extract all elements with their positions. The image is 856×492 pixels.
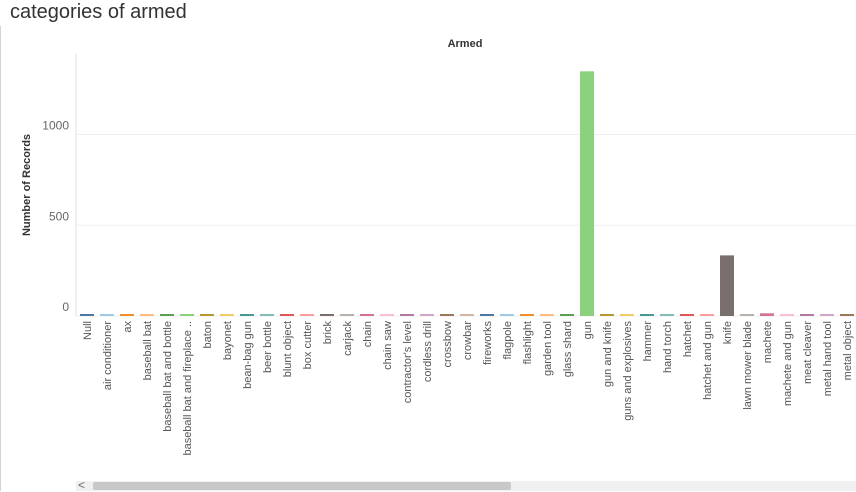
- x-tick-label: ax: [122, 321, 134, 333]
- left-divider: [0, 26, 1, 491]
- bar[interactable]: [140, 314, 154, 316]
- bar[interactable]: [640, 314, 654, 316]
- bar[interactable]: [340, 314, 354, 316]
- y-axis-label: Number of Records: [21, 134, 33, 236]
- bar[interactable]: [800, 314, 814, 316]
- x-tick-label: bayonet: [222, 321, 234, 360]
- bar[interactable]: [100, 314, 114, 316]
- bar[interactable]: [740, 314, 754, 316]
- bar[interactable]: [760, 313, 774, 316]
- bar[interactable]: [680, 314, 694, 316]
- x-tick-label: flashlight: [522, 321, 534, 364]
- x-tick-label: flagpole: [502, 321, 514, 360]
- x-tick-label: baseball bat: [142, 321, 154, 380]
- y-tick-label: 0: [62, 300, 69, 314]
- bar[interactable]: [480, 314, 494, 316]
- bar[interactable]: [220, 314, 234, 316]
- x-tick-label: meat cleaver: [802, 321, 814, 384]
- x-tick-label: machete and gun: [782, 321, 794, 406]
- x-tick-label: bean-bag gun: [242, 321, 254, 389]
- x-tick-label: hatchet and gun: [702, 321, 714, 400]
- horizontal-scrollbar[interactable]: <: [76, 478, 856, 492]
- x-tick-label: gun: [582, 321, 594, 339]
- bar[interactable]: [260, 314, 274, 316]
- bar[interactable]: [520, 314, 534, 316]
- bar[interactable]: [320, 314, 334, 316]
- x-tick-label: box cutter: [302, 321, 314, 370]
- x-tick-label: gun and knife: [602, 321, 614, 387]
- x-tick-label: machete: [762, 321, 774, 363]
- x-tick-label: baseball bat and bottle: [162, 321, 174, 432]
- bar[interactable]: [500, 314, 514, 316]
- x-tick-label: lawn mower blade: [742, 321, 754, 410]
- bar[interactable]: [780, 314, 794, 316]
- x-tick-label: cordless drill: [422, 321, 434, 382]
- bar[interactable]: [460, 314, 474, 316]
- x-tick-label: beer bottle: [262, 321, 274, 373]
- bars: [80, 71, 854, 316]
- x-tick-label: brick: [322, 321, 334, 345]
- chart-title: Armed: [448, 38, 483, 50]
- x-tick-label: hatchet: [682, 321, 694, 357]
- bar[interactable]: [720, 255, 734, 316]
- y-tick-label: 1000: [42, 119, 69, 133]
- bar[interactable]: [820, 314, 834, 316]
- bar[interactable]: [200, 314, 214, 316]
- x-tick-label: hand torch: [662, 321, 674, 373]
- bar[interactable]: [420, 314, 434, 316]
- x-tick-label: guns and explosives: [622, 321, 634, 421]
- bar[interactable]: [440, 314, 454, 316]
- bar[interactable]: [120, 314, 134, 316]
- bar[interactable]: [840, 314, 854, 316]
- bar[interactable]: [560, 314, 574, 316]
- x-tick-label: crowbar: [462, 321, 474, 360]
- x-tick-label: glass shard: [562, 321, 574, 377]
- bar[interactable]: [600, 314, 614, 316]
- x-tick-label: chain saw: [382, 321, 394, 370]
- bar[interactable]: [540, 314, 554, 316]
- bar[interactable]: [620, 314, 634, 316]
- scroll-left-arrow-icon[interactable]: <: [78, 478, 86, 492]
- bar[interactable]: [660, 314, 674, 316]
- y-tick-labels: 0 500 1000: [42, 119, 69, 315]
- x-tick-label: chain: [362, 321, 374, 347]
- x-tick-label: garden tool: [542, 321, 554, 376]
- x-tick-labels: Null air conditioner ax baseball bat basebal…: [82, 321, 854, 456]
- x-tick-label: crossbow: [442, 321, 454, 368]
- page-title: categories of armed: [10, 1, 187, 23]
- bar[interactable]: [580, 71, 594, 316]
- x-tick-label: knife: [722, 321, 734, 344]
- bar[interactable]: [360, 314, 374, 316]
- x-tick-label: baton: [202, 321, 214, 349]
- bar[interactable]: [380, 314, 394, 316]
- bar[interactable]: [400, 314, 414, 316]
- x-tick-label: fireworks: [482, 321, 494, 366]
- bar[interactable]: [700, 314, 714, 316]
- bar[interactable]: [180, 314, 194, 316]
- x-tick-label: metal hand tool: [822, 321, 834, 396]
- bar[interactable]: [160, 314, 174, 316]
- bar[interactable]: [300, 314, 314, 316]
- scrollbar-thumb[interactable]: [93, 482, 511, 490]
- x-tick-label: baseball bat and fireplace ..: [182, 321, 194, 456]
- x-tick-label: hammer: [642, 321, 654, 362]
- bar[interactable]: [240, 314, 254, 316]
- x-tick-label: Null: [82, 321, 94, 340]
- x-tick-label: blunt object: [282, 321, 294, 377]
- x-tick-label: contractor's level: [402, 321, 414, 403]
- grid-lines: [76, 134, 856, 317]
- x-tick-label: carjack: [342, 321, 354, 356]
- bar[interactable]: [280, 314, 294, 316]
- x-tick-label: air conditioner: [102, 321, 114, 390]
- bar[interactable]: [80, 314, 94, 316]
- y-tick-label: 500: [49, 209, 69, 223]
- x-tick-label: metal object: [842, 321, 854, 380]
